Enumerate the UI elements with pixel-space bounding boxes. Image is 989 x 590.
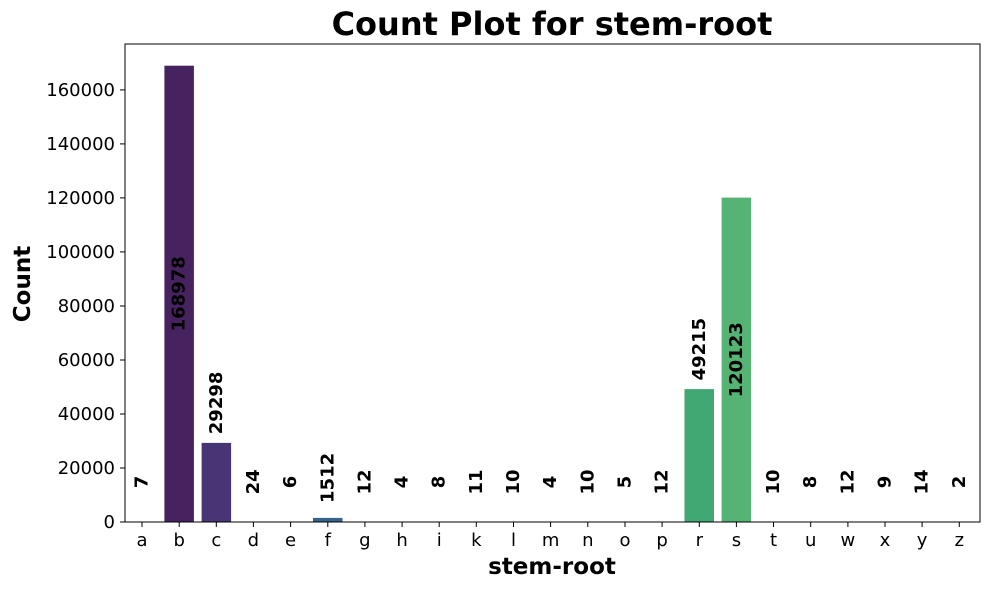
data-label-g: 12	[354, 469, 375, 494]
x-tick-label-o: o	[619, 530, 630, 551]
data-label-h: 4	[392, 476, 413, 489]
x-tick-label-k: k	[471, 530, 482, 551]
data-label-l: 10	[503, 469, 524, 494]
x-tick-label-u: u	[805, 530, 816, 551]
x-tick-label-d: d	[248, 530, 259, 551]
y-tick-label-80000: 80000	[58, 296, 115, 317]
data-label-n: 10	[577, 469, 598, 494]
chart-title: Count Plot for stem-root	[332, 5, 773, 43]
plot-frame	[124, 43, 981, 523]
data-label-y: 14	[912, 469, 933, 494]
x-tick-label-s: s	[732, 530, 741, 551]
data-label-i: 8	[429, 476, 450, 489]
bar-s	[721, 197, 752, 522]
x-tick-label-m: m	[542, 530, 560, 551]
x-tick-label-f: f	[325, 530, 332, 551]
x-tick-label-a: a	[136, 530, 147, 551]
y-tick-label-100000: 100000	[46, 242, 115, 263]
x-tick-label-r: r	[696, 530, 704, 551]
y-tick-label-0: 0	[104, 512, 115, 533]
y-tick-label-160000: 160000	[46, 80, 115, 101]
x-tick-label-n: n	[582, 530, 593, 551]
y-tick-label-40000: 40000	[58, 404, 115, 425]
x-tick-label-b: b	[173, 530, 184, 551]
data-label-w: 12	[837, 469, 858, 494]
data-label-a: 7	[132, 476, 153, 489]
data-label-r: 49215	[689, 318, 710, 381]
data-label-c: 29298	[206, 372, 227, 435]
data-labels-group: 7 168978 29298 24 6 1512 12 4 8 11 10 4 10 5 12 49215 12…	[132, 256, 970, 503]
x-tick-label-e: e	[285, 530, 296, 551]
data-label-u: 8	[800, 476, 821, 489]
bar-f	[313, 517, 343, 522]
bar-b	[164, 65, 194, 522]
data-label-b: 168978	[169, 256, 190, 331]
x-tick-label-w: w	[841, 530, 856, 551]
data-label-e: 6	[280, 476, 301, 489]
x-tick-label-h: h	[396, 530, 407, 551]
y-tick-label-60000: 60000	[58, 350, 115, 371]
data-label-p: 12	[652, 469, 673, 494]
x-tick-label-l: l	[511, 530, 516, 551]
data-label-s: 120123	[726, 322, 747, 397]
x-tick-label-z: z	[955, 530, 964, 551]
data-label-k: 11	[466, 469, 487, 494]
x-tick-label-g: g	[359, 530, 370, 551]
x-tick-label-c: c	[211, 530, 221, 551]
x-axis-label: stem-root	[488, 554, 616, 580]
x-tick-label-x: x	[880, 530, 891, 551]
data-label-f: 1512	[317, 453, 338, 503]
bar-c	[201, 442, 232, 522]
x-tick-label-p: p	[656, 530, 667, 551]
data-label-m: 4	[540, 476, 561, 489]
y-tick-label-140000: 140000	[46, 134, 115, 155]
y-tick-label-120000: 120000	[46, 188, 115, 209]
x-tick-label-i: i	[437, 530, 442, 551]
x-tick-label-y: y	[917, 530, 928, 551]
data-label-z: 2	[949, 476, 970, 489]
data-label-t: 10	[763, 469, 784, 494]
y-tick-label-20000: 20000	[58, 458, 115, 479]
bar-r	[684, 389, 714, 522]
y-axis-label: Count	[10, 246, 36, 322]
x-tick-label-t: t	[770, 530, 777, 551]
bars-group	[164, 65, 752, 522]
data-label-x: 9	[875, 476, 896, 489]
data-label-d: 24	[243, 469, 264, 494]
data-label-o: 5	[615, 476, 636, 489]
y-axis-ticks: 0 20000 40000 60000 80000 100000 120000 140000 1…	[46, 80, 125, 533]
